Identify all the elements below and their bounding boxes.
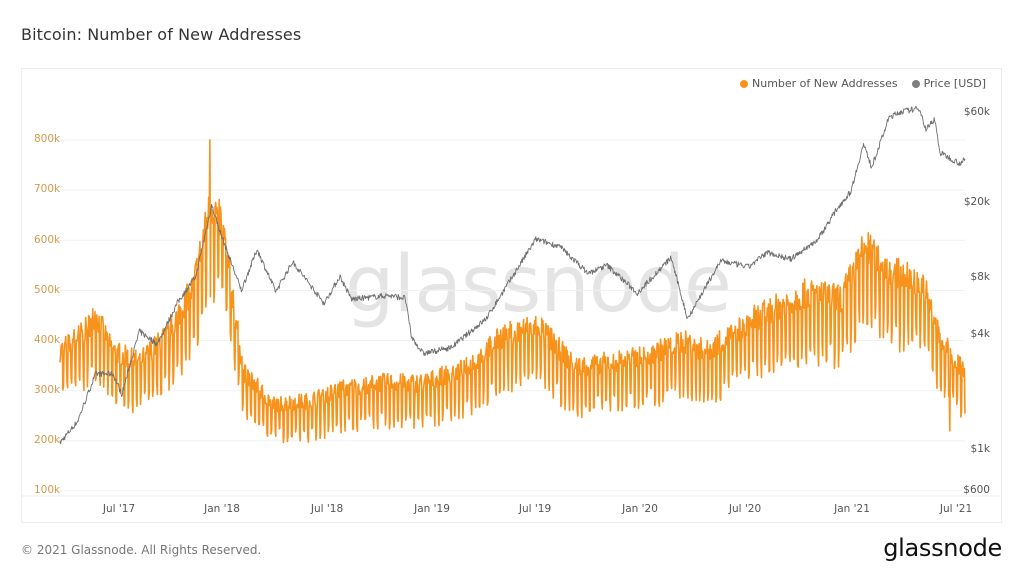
y-right-tick: $1k bbox=[970, 443, 990, 455]
y-left-tick: 400k bbox=[34, 334, 61, 346]
price-series bbox=[59, 105, 966, 445]
y-right-tick: $4k bbox=[970, 328, 990, 340]
legend-label: Price [USD] bbox=[923, 77, 986, 90]
legend-item-new-addresses[interactable]: Number of New Addresses bbox=[740, 77, 898, 90]
copyright-footer: © 2021 Glassnode. All Rights Reserved. bbox=[21, 543, 262, 557]
y-right-tick: $600 bbox=[963, 484, 990, 496]
y-left-tick: 800k bbox=[34, 133, 61, 145]
y-left-tick: 500k bbox=[34, 284, 61, 296]
legend-label: Number of New Addresses bbox=[752, 77, 898, 90]
x-tick: Jul '19 bbox=[518, 503, 552, 515]
legend-dot-icon bbox=[740, 79, 748, 88]
x-tick: Jul '18 bbox=[310, 503, 344, 515]
glassnode-logo[interactable]: glassnode bbox=[883, 534, 1002, 562]
x-tick: Jan '21 bbox=[834, 503, 870, 515]
y-left-tick: 600k bbox=[34, 234, 61, 246]
y-right-tick: $20k bbox=[963, 196, 990, 208]
y-right-tick: $8k bbox=[970, 271, 990, 283]
new-addresses-series bbox=[59, 139, 966, 444]
legend-item-price[interactable]: Price [USD] bbox=[911, 77, 986, 90]
y-left-tick: 700k bbox=[34, 183, 61, 195]
x-tick: Jul '20 bbox=[728, 503, 762, 515]
y-left-tick: 100k bbox=[34, 484, 61, 496]
x-tick: Jul '21 bbox=[939, 503, 973, 515]
legend: Number of New Addresses Price [USD] bbox=[740, 77, 986, 90]
x-tick: Jan '19 bbox=[414, 503, 450, 515]
legend-dot-icon bbox=[911, 79, 920, 88]
x-tick: Jan '18 bbox=[204, 503, 240, 515]
y-right-tick: $60k bbox=[963, 106, 990, 118]
x-tick: Jul '17 bbox=[102, 503, 136, 515]
x-tick: Jan '20 bbox=[622, 503, 658, 515]
chart-title: Bitcoin: Number of New Addresses bbox=[21, 25, 302, 44]
y-left-tick: 200k bbox=[34, 434, 61, 446]
y-left-tick: 300k bbox=[34, 384, 61, 396]
